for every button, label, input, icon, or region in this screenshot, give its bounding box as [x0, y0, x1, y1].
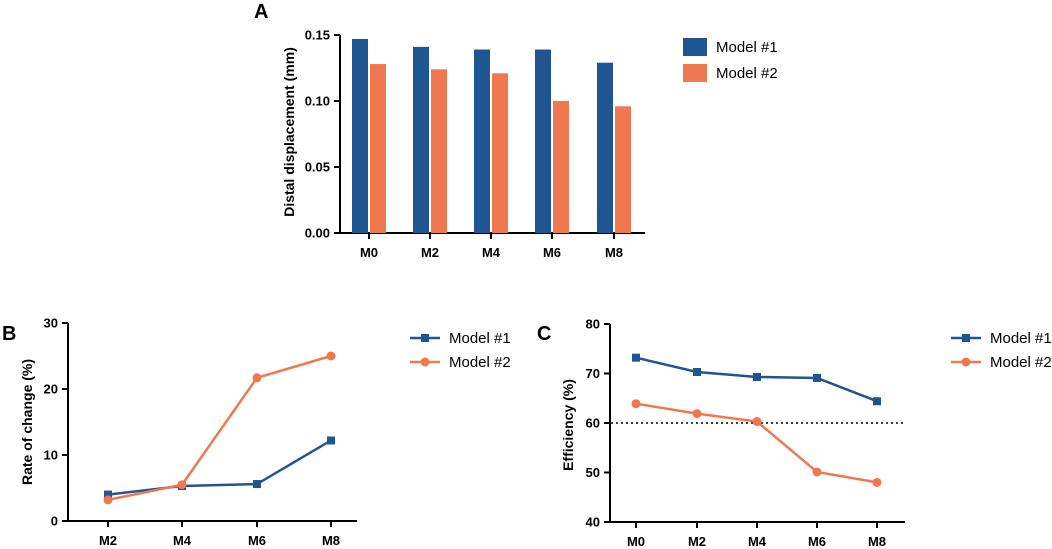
panel-b-y-tick-label: 30 — [44, 316, 58, 331]
bar-model1-m6 — [535, 49, 551, 233]
panel-c-x-tick-label: M6 — [808, 534, 826, 549]
panel-c-point-model1-m8 — [873, 397, 881, 406]
panel-c-series-line-model2 — [635, 402, 878, 484]
panel-c-y-tick-label: 50 — [586, 465, 600, 480]
panel-b-y-tick-label: 10 — [44, 448, 58, 463]
panel-b-point-model2-m8 — [326, 351, 336, 361]
panel-b-x-tick-label: M8 — [322, 533, 340, 548]
bar-model1-m4 — [474, 49, 490, 233]
panel-c-letter: C — [537, 323, 551, 345]
bar-model2-m0 — [370, 64, 386, 233]
panel-b-line-chart: B Rate of change (%) 0 10 20 30 M2 M4 M6 M8 Mo… — [2, 316, 511, 549]
panel-b-point-model1-m8 — [327, 436, 335, 445]
panel-c-x-tick-label: M2 — [688, 534, 706, 549]
panel-b-point-model2-m4 — [177, 480, 187, 490]
panel-a-x-tick-label: M0 — [360, 245, 378, 260]
panel-b-y-tick-label: 20 — [44, 382, 58, 397]
legend-b-model1-marker — [421, 334, 429, 342]
panel-b-point-model2-m6 — [252, 373, 262, 383]
panel-a-y-tick-label: 0.05 — [305, 160, 330, 175]
panel-b-point-model1-m2 — [104, 490, 112, 499]
panel-c-y-axis-label: Efficiency (%) — [560, 379, 576, 471]
panel-c-line-chart: C Efficiency (%) 40 50 60 70 80 M0 M2 M4 M6 M8 M… — [537, 317, 1052, 549]
panel-c-point-model1-m0 — [632, 353, 640, 362]
panel-b-series-line-model2 — [107, 354, 332, 502]
panel-a-x-tick-label: M4 — [482, 245, 501, 260]
panel-c-y-tick-label: 40 — [586, 515, 600, 530]
panel-a-bar-chart: A Distal displacement (mm) 0.00 0.05 0.10 0… — [254, 1, 778, 260]
legend-b-model2-marker — [420, 357, 430, 367]
panel-c-point-model1-m2 — [693, 368, 701, 377]
panel-a-letter: A — [254, 1, 268, 23]
panel-c-point-model2-m2 — [692, 409, 702, 419]
panel-b-x-tick-label: M6 — [248, 533, 266, 548]
legend-c-model1-marker — [962, 334, 970, 342]
panel-c-x-tick-label: M8 — [868, 534, 886, 549]
panel-b-y-tick-label: 0 — [51, 514, 58, 529]
panel-b-series-line-model1 — [107, 439, 332, 496]
legend-a-model2-swatch — [683, 64, 707, 82]
panel-c-point-model2-m0 — [631, 399, 641, 409]
panel-b-y-axis-label: Rate of change (%) — [19, 359, 35, 485]
legend-b-model2-label: Model #2 — [449, 354, 511, 371]
legend-c-model2-marker — [961, 357, 971, 367]
panel-c-y-tick-label: 70 — [586, 366, 600, 381]
panel-b-x-tick-label: M4 — [173, 533, 192, 548]
panel-c-point-model1-m4 — [753, 372, 761, 381]
panel-c-x-tick-label: M0 — [627, 534, 645, 549]
panel-a-x-tick-label: M6 — [543, 245, 561, 260]
bar-model2-m8 — [615, 106, 631, 233]
panel-c-point-model2-m8 — [872, 477, 882, 487]
bar-model1-m2 — [413, 46, 429, 233]
panel-a-y-axis-label: Distal displacement (mm) — [281, 47, 297, 217]
panel-a-y-tick-label: 0.00 — [305, 226, 330, 241]
legend-b-model1-label: Model #1 — [449, 330, 511, 347]
legend-a-model1-label: Model #1 — [716, 39, 778, 56]
panel-b-x-tick-label: M2 — [99, 533, 117, 548]
bar-model2-m2 — [431, 69, 447, 233]
legend-c-model2-label: Model #2 — [990, 354, 1052, 371]
legend-a-model2-label: Model #2 — [716, 65, 778, 82]
bar-model2-m6 — [553, 101, 569, 233]
legend-c-model1-label: Model #1 — [990, 330, 1052, 347]
panel-b-point-model2-m2 — [103, 495, 113, 505]
panel-c-x-tick-label: M4 — [748, 534, 767, 549]
bar-model1-m0 — [352, 38, 368, 234]
panel-c-y-tick-label: 80 — [586, 317, 600, 332]
panel-c-point-model1-m6 — [813, 373, 821, 382]
panel-c-y-tick-label: 60 — [586, 416, 600, 431]
panel-a-y-tick-label: 0.10 — [305, 94, 330, 109]
bar-model1-m8 — [597, 62, 613, 233]
panel-a-y-tick-label: 0.15 — [305, 28, 330, 43]
panel-a-x-tick-label: M2 — [421, 245, 439, 260]
panel-c-point-model2-m4 — [752, 417, 762, 427]
panel-c-point-model2-m6 — [812, 467, 822, 477]
panel-b-letter: B — [2, 323, 16, 345]
panel-a-x-tick-label: M8 — [605, 245, 623, 260]
panel-b-point-model1-m6 — [253, 480, 261, 489]
bar-model2-m4 — [492, 73, 508, 233]
legend-a-model1-swatch — [683, 38, 707, 56]
